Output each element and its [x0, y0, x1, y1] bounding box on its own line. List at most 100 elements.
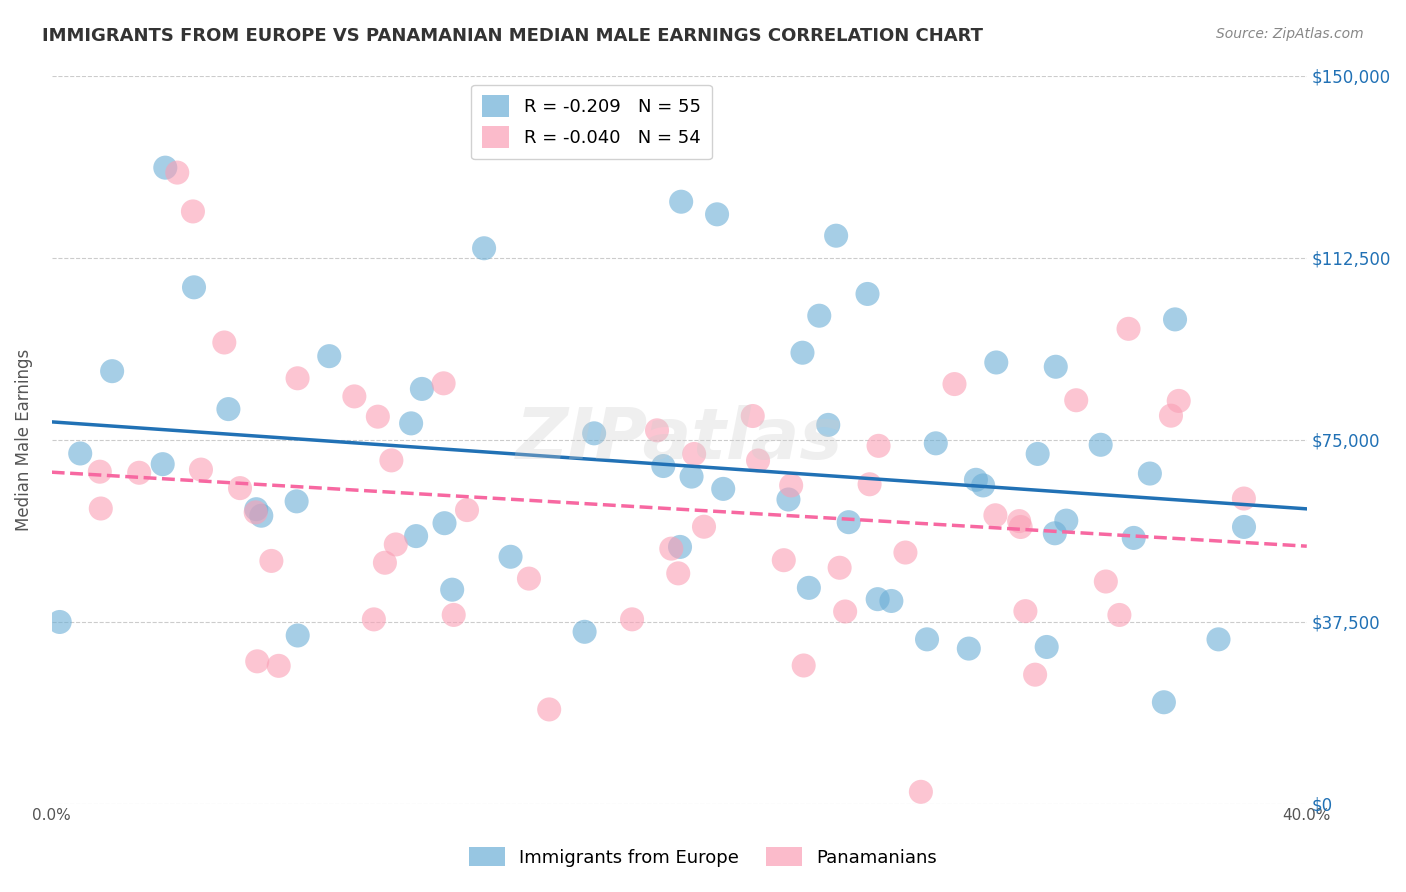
Point: [287, 371, 309, 385]
Point: [741, 409, 763, 423]
Point: [411, 382, 433, 396]
Point: [1024, 667, 1046, 681]
Point: [925, 436, 948, 450]
Point: [621, 612, 644, 626]
Point: [666, 566, 689, 581]
Point: [693, 519, 716, 533]
Point: [399, 417, 422, 431]
Point: [868, 439, 890, 453]
Point: [1160, 409, 1182, 423]
Point: [1095, 574, 1118, 589]
Point: [1054, 514, 1077, 528]
Point: [443, 607, 465, 622]
Point: [152, 457, 174, 471]
Point: [894, 545, 917, 559]
Point: [669, 540, 692, 554]
Point: [1139, 467, 1161, 481]
Point: [385, 537, 408, 551]
Point: [433, 376, 456, 391]
Point: [943, 377, 966, 392]
Point: [910, 785, 932, 799]
Point: [1026, 447, 1049, 461]
Point: [645, 423, 668, 437]
Point: [250, 508, 273, 523]
Point: [246, 654, 269, 668]
Point: [128, 466, 150, 480]
Point: [405, 529, 427, 543]
Point: [1208, 632, 1230, 647]
Point: [957, 641, 980, 656]
Point: [1122, 531, 1144, 545]
Point: [797, 581, 820, 595]
Point: [183, 280, 205, 294]
Point: [1233, 491, 1256, 506]
Point: [190, 462, 212, 476]
Point: [89, 465, 111, 479]
Point: [986, 355, 1008, 369]
Point: [856, 287, 879, 301]
Point: [1008, 514, 1031, 528]
Point: [828, 560, 851, 574]
Point: [972, 478, 994, 492]
Text: IMMIGRANTS FROM EUROPE VS PANAMANIAN MEDIAN MALE EARNINGS CORRELATION CHART: IMMIGRANTS FROM EUROPE VS PANAMANIAN MED…: [42, 27, 983, 45]
Point: [1064, 393, 1087, 408]
Point: [834, 605, 856, 619]
Point: [1167, 393, 1189, 408]
Point: [181, 204, 204, 219]
Point: [367, 409, 389, 424]
Point: [1118, 322, 1140, 336]
Point: [1010, 520, 1032, 534]
Point: [441, 582, 464, 597]
Point: [1153, 695, 1175, 709]
Point: [652, 458, 675, 473]
Point: [90, 501, 112, 516]
Point: [214, 335, 236, 350]
Point: [155, 161, 177, 175]
Legend: R = -0.209   N = 55, R = -0.040   N = 54: R = -0.209 N = 55, R = -0.040 N = 54: [471, 85, 711, 160]
Point: [1043, 526, 1066, 541]
Point: [711, 482, 734, 496]
Point: [472, 241, 495, 255]
Point: [433, 516, 456, 531]
Point: [245, 502, 267, 516]
Point: [747, 453, 769, 467]
Point: [915, 632, 938, 647]
Text: Source: ZipAtlas.com: Source: ZipAtlas.com: [1216, 27, 1364, 41]
Point: [825, 228, 848, 243]
Point: [229, 481, 252, 495]
Point: [343, 389, 366, 403]
Point: [101, 364, 124, 378]
Point: [858, 477, 880, 491]
Point: [456, 503, 478, 517]
Legend: Immigrants from Europe, Panamanians: Immigrants from Europe, Panamanians: [461, 840, 945, 874]
Point: [499, 549, 522, 564]
Point: [1164, 312, 1187, 326]
Point: [285, 494, 308, 508]
Point: [669, 194, 692, 209]
Point: [574, 624, 596, 639]
Point: [583, 426, 606, 441]
Point: [792, 345, 814, 359]
Point: [1014, 604, 1036, 618]
Point: [260, 554, 283, 568]
Point: [808, 309, 831, 323]
Point: [1108, 607, 1130, 622]
Point: [838, 515, 860, 529]
Point: [965, 473, 987, 487]
Point: [659, 541, 682, 556]
Y-axis label: Median Male Earnings: Median Male Earnings: [15, 349, 32, 531]
Point: [780, 478, 803, 492]
Point: [1233, 520, 1256, 534]
Point: [48, 615, 70, 629]
Point: [772, 553, 794, 567]
Point: [1035, 640, 1057, 654]
Point: [217, 402, 239, 417]
Point: [166, 165, 188, 179]
Text: ZIPatlas: ZIPatlas: [516, 405, 844, 474]
Point: [778, 492, 800, 507]
Point: [984, 508, 1007, 523]
Point: [363, 612, 385, 626]
Point: [817, 417, 839, 432]
Point: [1045, 359, 1067, 374]
Point: [245, 505, 267, 519]
